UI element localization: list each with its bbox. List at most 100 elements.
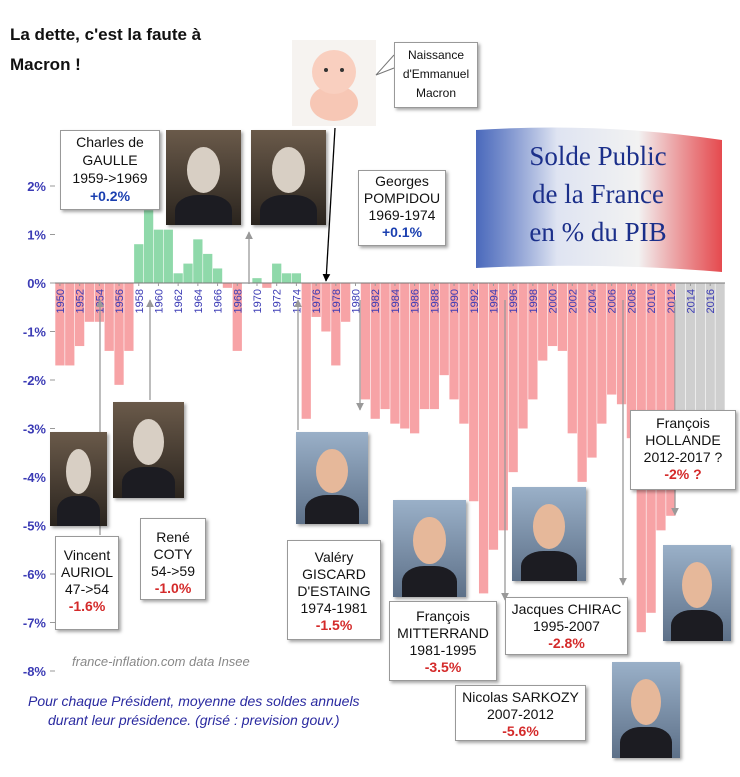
bar [666,283,676,516]
annotation-box: Naissance d'Emmanuel Macron [394,42,478,108]
x-tick-label: 2002 [567,289,579,313]
note-line: Pour chaque Président, moyenne des solde… [28,693,360,709]
annotation-line: 1959->1969 [72,170,148,186]
annotation-line: +0.2% [89,188,131,204]
bar [498,283,508,531]
bar [390,283,400,424]
annotation-line: Valéry [314,549,354,565]
y-tick-label: -2% [23,373,47,388]
bar [616,283,627,405]
baby-eye [324,68,328,72]
bar [65,283,75,366]
annotation-line: -2% ? [664,466,702,482]
bar [656,283,666,531]
bar [291,273,302,283]
bar [419,283,430,410]
annotation-line: HOLLANDE [645,432,721,448]
annotation-line: 1969-1974 [368,207,436,223]
x-tick-label: 1960 [153,289,165,313]
bar [203,253,213,283]
y-tick-label: 0% [27,276,46,291]
x-tick-label: 2016 [705,289,717,313]
annotation-line: Vincent [63,547,111,563]
baby-head [312,50,356,94]
x-tick-label: 1980 [351,289,363,313]
annotation-line: GAULLE [82,152,138,168]
bar [587,283,597,458]
bar [567,283,577,434]
x-tick-label: 1958 [134,289,146,313]
bar [281,273,292,283]
bar [272,263,282,283]
title-line: Macron ! [10,55,81,74]
bar [360,283,370,400]
y-tick-label: -3% [23,422,47,437]
y-tick-label: -5% [23,519,47,534]
flag-background [476,127,722,273]
bar [577,283,587,482]
bar [212,268,223,283]
annotation-line: 1981-1995 [409,642,477,658]
annotation-line: d'Emmanuel [402,67,470,81]
bar [75,283,85,347]
photo [663,545,731,641]
bar [124,283,134,351]
bar [685,283,696,473]
x-tick-label: 1964 [193,289,205,313]
bar [410,283,420,434]
annotation-line: Nicolas SARKOZY [462,689,579,705]
x-tick-label: 1988 [429,289,441,313]
x-tick-label: 2014 [686,289,698,313]
x-tick-label: 2004 [587,289,599,313]
bar [538,283,548,361]
annotation-line: AURIOL [60,564,114,580]
baby-eye [340,68,344,72]
bar [222,283,233,288]
bar [705,283,715,448]
bar [134,244,144,283]
annotation-line: 1995-2007 [533,618,600,634]
annotation-box: René COTY 54->59 -1.0% [140,518,206,600]
annotation-line: Macron [415,86,456,100]
y-tick-label: -7% [23,616,47,631]
annotation-line: D'ESTAING [297,583,371,599]
annotation-box: Nicolas SARKOZY 2007-2012 -5.6% [455,685,586,741]
bar [262,283,272,288]
annotation-line: -5.6% [502,723,539,739]
annotation-line: MITTERRAND [397,625,489,641]
x-tick-label: 2008 [626,289,638,313]
bar [143,210,154,283]
bar [695,283,705,458]
annotation-line: -1.6% [68,598,106,614]
x-tick-label: 1956 [114,289,126,313]
x-tick-label: 1978 [331,289,343,313]
x-tick-label: 2010 [646,289,658,313]
bar [311,283,321,317]
x-tick-label: 1950 [55,289,67,313]
annotation-box: Charles de GAULLE 1959->1969 +0.2% [60,130,160,210]
bar [153,229,164,283]
annotation-line: COTY [153,546,193,562]
bar [607,283,617,395]
x-tick-label: 1982 [370,289,382,313]
annotation-line: -1.0% [154,580,192,596]
baby-body [310,85,358,121]
source: france-inflation.com data Insee [72,654,250,669]
bar [370,283,380,419]
x-tick-label: 1990 [449,289,461,313]
annotation-line: -1.5% [315,617,353,633]
annotation-line: -3.5% [424,659,462,675]
bar [252,278,262,283]
note-line: durant leur présidence. (grisé : previsi… [48,712,340,728]
annotation-line: POMPIDOU [363,190,441,206]
x-tick-label: 2012 [666,289,678,313]
y-tick-label: -8% [23,664,47,679]
annotation-box: Valéry GISCARD D'ESTAING 1974-1981 -1.5% [287,540,381,640]
connector [322,127,336,282]
bar [518,283,528,429]
bar [183,263,193,283]
x-tick-label: 1986 [410,289,422,313]
photo [393,500,466,597]
annotation-line: 2012-2017 ? [643,449,723,465]
y-tick-label: -6% [23,567,47,582]
